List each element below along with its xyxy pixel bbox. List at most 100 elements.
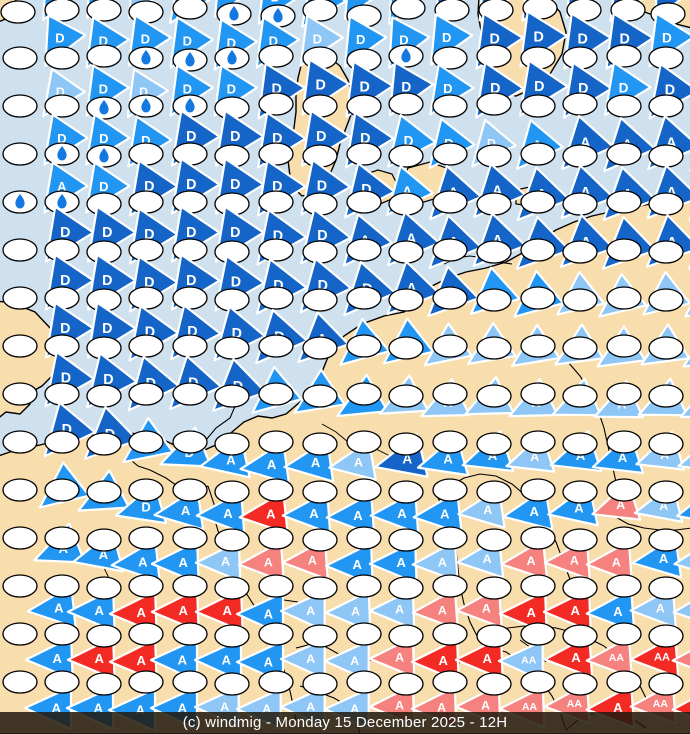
station-ellipse: [386, 335, 426, 361]
station-ellipse: [42, 141, 82, 167]
station-ellipse: [432, 0, 472, 23]
station-ellipse: [300, 671, 340, 697]
station-ellipse: [430, 93, 470, 119]
station-ellipse: [0, 669, 40, 695]
svg-text:D: D: [360, 131, 370, 147]
svg-text:D: D: [317, 179, 327, 195]
svg-text:A: A: [351, 605, 360, 619]
station-ellipse: [386, 431, 426, 457]
svg-text:D: D: [356, 32, 365, 47]
svg-text:A: A: [406, 232, 416, 248]
station-ellipse: [212, 335, 252, 361]
svg-text:A: A: [54, 601, 64, 616]
migration-direction-triangle: A: [494, 534, 553, 589]
svg-text:A: A: [57, 179, 67, 194]
svg-text:A: A: [350, 702, 359, 716]
migration-direction-triangle: A: [190, 584, 248, 638]
station-ellipse: [0, 333, 40, 359]
station-ellipse: [256, 429, 296, 455]
svg-text:A: A: [481, 699, 490, 713]
station-ellipse: [84, 43, 124, 69]
svg-text:A: A: [492, 184, 502, 200]
svg-text:D: D: [619, 80, 629, 95]
station-ellipse: [474, 623, 514, 649]
station-ellipse: [126, 381, 166, 407]
station-ellipse: [518, 621, 558, 647]
station-ellipse: [42, 669, 82, 695]
svg-text:A: A: [395, 603, 404, 617]
station-ellipse: [212, 527, 252, 553]
station-ellipse: [256, 525, 296, 551]
station-ellipse: [344, 237, 384, 263]
svg-text:A: A: [571, 650, 581, 665]
station-ellipse: [604, 93, 644, 119]
svg-text:A: A: [220, 700, 229, 714]
station-ellipse: [430, 285, 470, 311]
station-ellipse: [256, 43, 296, 69]
station-ellipse: [170, 621, 210, 647]
station-ellipse: [212, 45, 252, 71]
station-ellipse: [84, 527, 124, 553]
svg-text:D: D: [360, 79, 370, 95]
svg-text:D: D: [62, 422, 72, 438]
station-ellipse: [474, 383, 514, 409]
svg-text:A: A: [136, 703, 146, 718]
svg-text:D: D: [60, 273, 70, 289]
station-ellipse: [42, 477, 82, 503]
station-ellipse: [0, 0, 38, 25]
station-ellipse: [518, 525, 558, 551]
migration-direction-triangle: A: [580, 536, 637, 590]
station-ellipse: [84, 671, 124, 697]
svg-text:A: A: [52, 701, 62, 716]
station-ellipse: [344, 477, 384, 503]
station-ellipse: [646, 623, 686, 649]
station-ellipse: [42, 189, 82, 215]
svg-text:A: A: [221, 555, 230, 569]
svg-text:D: D: [103, 372, 113, 388]
svg-text:A: A: [438, 555, 447, 569]
station-ellipse: [518, 669, 558, 695]
svg-text:AA: AA: [609, 653, 625, 664]
station-ellipse: [608, 0, 648, 23]
migration-direction-triangle: A: [320, 636, 374, 686]
migration-direction-triangle: AA: [580, 632, 637, 686]
station-ellipse: [256, 285, 296, 311]
station-ellipse: [212, 671, 252, 697]
station-ellipse: [0, 285, 40, 311]
station-ellipse: [256, 333, 296, 359]
svg-text:D: D: [271, 0, 280, 5]
station-ellipse: [430, 525, 470, 551]
svg-text:A: A: [94, 651, 104, 666]
svg-text:AA: AA: [521, 655, 537, 666]
svg-text:A: A: [618, 450, 628, 465]
station-ellipse: [560, 287, 600, 313]
svg-text:D: D: [55, 31, 64, 46]
station-ellipse: [518, 429, 558, 455]
station-ellipse: [126, 429, 166, 455]
station-ellipse: [0, 621, 40, 647]
station-ellipse: [344, 669, 384, 695]
svg-text:D: D: [361, 182, 371, 198]
station-ellipse: [386, 527, 426, 553]
svg-text:D: D: [313, 32, 322, 47]
migration-direction-triangle: A: [406, 584, 463, 638]
svg-text:D: D: [227, 82, 236, 97]
station-ellipse: [0, 573, 40, 599]
svg-text:D: D: [102, 321, 112, 337]
station-ellipse: [430, 573, 470, 599]
station-ellipse: [386, 575, 426, 601]
station-ellipse: [604, 237, 644, 263]
station-ellipse: [126, 45, 166, 71]
svg-text:A: A: [99, 547, 109, 562]
svg-text:A: A: [311, 455, 321, 470]
svg-text:D: D: [231, 275, 241, 291]
svg-text:A: A: [353, 508, 363, 523]
svg-text:D: D: [232, 326, 242, 342]
svg-text:D: D: [534, 29, 544, 45]
svg-text:A: A: [178, 603, 188, 618]
migration-direction-triangle: A: [538, 584, 596, 638]
svg-text:D: D: [145, 325, 155, 341]
station-ellipse: [646, 479, 686, 505]
station-ellipse: [0, 45, 40, 71]
station-ellipse: [430, 621, 470, 647]
